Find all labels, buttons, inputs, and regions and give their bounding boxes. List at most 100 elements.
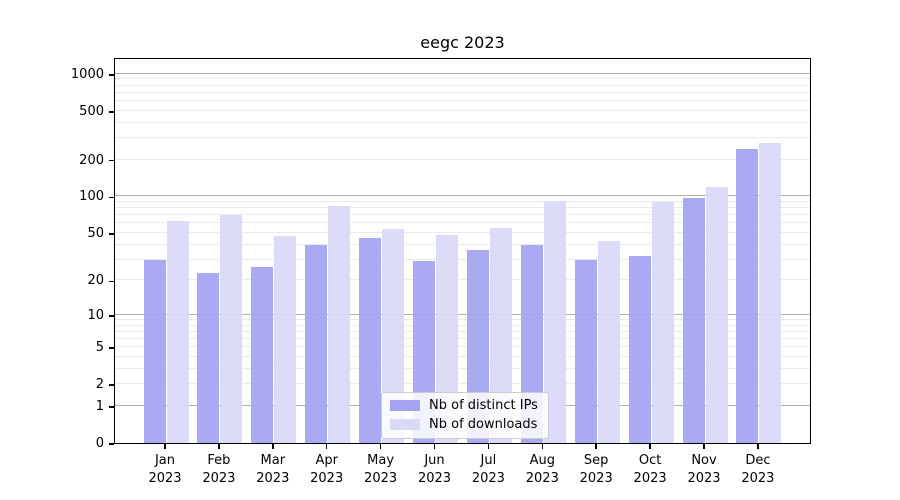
gridline-20: [115, 279, 810, 281]
x-tick-mark-sep: [595, 444, 597, 449]
gridline-9: [115, 318, 810, 320]
bar-aug-downloads: [543, 200, 566, 443]
legend-swatch-distinct-ips: [390, 400, 420, 411]
x-tick-mark-oct: [649, 444, 651, 449]
y-tick-mark-1000: [109, 74, 114, 76]
gridline-5: [115, 346, 810, 348]
y-tick-mark-500: [109, 111, 114, 113]
bar-jan-distinct-ips: [143, 259, 166, 443]
bar-sep-distinct-ips: [574, 259, 597, 443]
bar-jun-downloads: [436, 235, 458, 443]
gridline-10: [115, 313, 810, 315]
bar-apr-distinct-ips: [305, 244, 328, 443]
legend-swatch-downloads: [390, 419, 420, 430]
x-tick-label-aug: Aug 2023: [525, 453, 559, 486]
y-tick-mark-5: [109, 347, 114, 350]
legend-row-downloads: Nb of downloads: [390, 417, 538, 432]
gridline-600: [115, 100, 810, 102]
bar-mar-downloads: [274, 236, 297, 443]
gridline-50: [115, 231, 810, 233]
bar-jul-downloads: [489, 227, 512, 443]
x-tick-label-jan: Jan 2023: [148, 453, 182, 486]
bar-jan-downloads: [166, 220, 189, 443]
gridline-3: [115, 367, 810, 369]
legend-label-downloads: Nb of downloads: [429, 417, 538, 432]
bar-apr-downloads: [328, 206, 351, 443]
gridline-8: [115, 324, 810, 326]
gridline-700: [115, 91, 810, 93]
bar-oct-distinct-ips: [628, 256, 651, 443]
x-tick-label-jul: Jul 2023: [471, 453, 505, 486]
y-tick-label-50: 50: [87, 225, 104, 241]
legend: Nb of distinct IPs Nb of downloads: [381, 392, 549, 439]
y-tick-mark-10: [109, 315, 114, 317]
gridline-4: [115, 356, 810, 357]
bar-oct-downloads: [651, 201, 674, 443]
y-tick-mark-20: [109, 280, 114, 283]
y-tick-label-2: 2: [95, 377, 104, 393]
bar-dec-downloads: [759, 142, 782, 443]
bar-feb-downloads: [220, 215, 243, 443]
gridline-60: [115, 222, 810, 224]
bar-may-distinct-ips: [359, 238, 382, 443]
legend-row-distinct-ips: Nb of distinct IPs: [390, 398, 538, 413]
x-tick-label-oct: Oct 2023: [633, 453, 667, 486]
y-tick-mark-0: [109, 443, 114, 445]
x-tick-label-nov: Nov 2023: [687, 453, 721, 486]
chart-title: eegc 2023: [420, 33, 505, 52]
gridline-100: [115, 195, 810, 197]
y-tick-label-20: 20: [87, 273, 104, 289]
x-tick-label-apr: Apr 2023: [310, 453, 344, 486]
x-tick-label-mar: Mar 2023: [256, 453, 290, 486]
x-tick-mark-aug: [541, 444, 544, 449]
bar-nov-downloads: [705, 186, 728, 443]
y-tick-mark-200: [109, 159, 114, 162]
gridline-400: [115, 121, 810, 123]
y-tick-mark-2: [109, 384, 114, 387]
y-tick-label-1: 1: [95, 398, 104, 414]
x-tick-label-feb: Feb 2023: [202, 453, 236, 486]
bar-dec-distinct-ips: [736, 149, 759, 443]
x-tick-label-jun: Jun 2023: [417, 453, 452, 486]
bar-mar-distinct-ips: [251, 266, 274, 443]
y-tick-mark-1: [109, 406, 114, 408]
x-tick-mark-nov: [703, 444, 705, 449]
x-tick-mark-dec: [757, 444, 759, 449]
gridline-7: [115, 330, 810, 332]
gridline-40: [115, 243, 810, 245]
y-tick-label-5: 5: [95, 340, 104, 356]
x-tick-mark-apr: [325, 444, 328, 449]
y-tick-label-500: 500: [79, 103, 104, 119]
y-tick-label-200: 200: [79, 152, 104, 168]
x-tick-mark-may: [379, 444, 382, 449]
gridline-900: [115, 78, 810, 80]
x-tick-label-dec: Dec 2023: [741, 453, 775, 486]
gridline-1000: [115, 72, 810, 74]
x-tick-label-may: May 2023: [364, 453, 398, 486]
gridline-30: [115, 258, 810, 260]
legend-label-distinct-ips: Nb of distinct IPs: [429, 398, 538, 413]
gridline-200: [115, 158, 810, 160]
y-tick-mark-50: [109, 233, 114, 235]
gridline-90: [115, 200, 810, 202]
x-tick-mark-jul: [487, 444, 490, 449]
gridline-800: [115, 84, 810, 86]
bar-may-downloads: [382, 228, 405, 443]
x-tick-label-sep: Sep 2023: [579, 453, 613, 486]
y-tick-label-1000: 1000: [70, 66, 104, 82]
bar-nov-distinct-ips: [682, 198, 705, 443]
x-tick-mark-feb: [218, 444, 220, 449]
bar-feb-distinct-ips: [197, 273, 220, 443]
y-tick-mark-100: [109, 196, 114, 199]
x-tick-mark-jan: [164, 444, 166, 449]
gridline-300: [115, 137, 810, 139]
gridline-500: [115, 109, 810, 111]
gridline-2: [115, 383, 810, 385]
y-tick-label-100: 100: [79, 189, 104, 205]
x-tick-mark-jun: [433, 444, 436, 449]
y-tick-label-10: 10: [87, 307, 104, 323]
gridline-70: [115, 214, 810, 216]
gridline-6: [115, 338, 810, 340]
gridline-80: [115, 207, 810, 209]
